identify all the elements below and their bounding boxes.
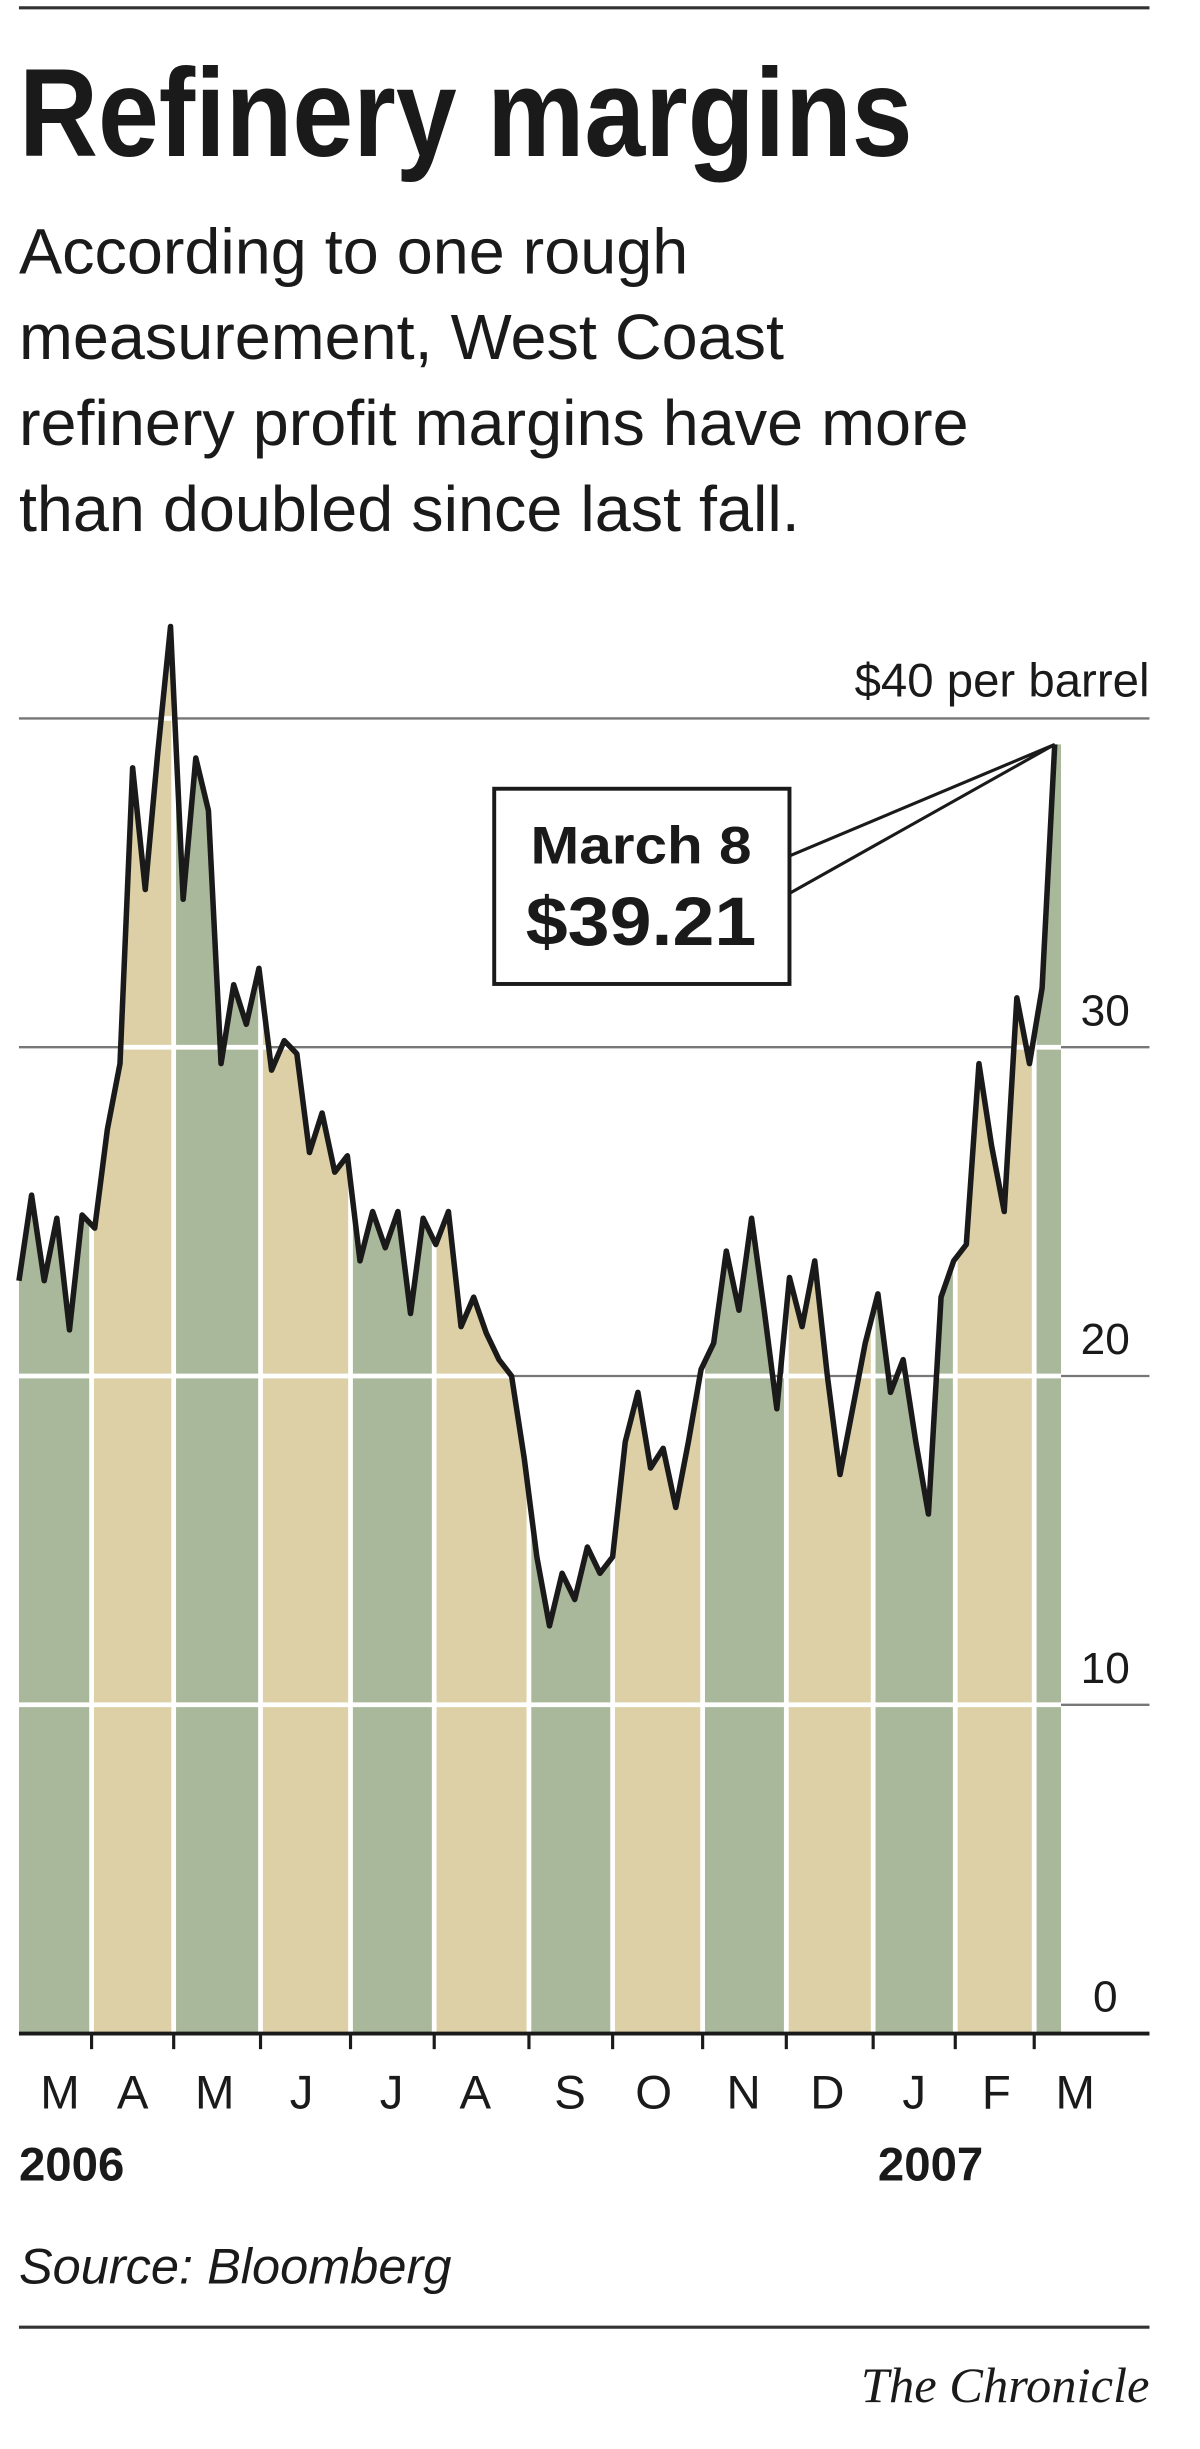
year-label: 2007 <box>878 2138 983 2191</box>
credit: The Chronicle <box>861 2357 1150 2413</box>
source: Source: Bloomberg <box>19 2239 452 2295</box>
subtitle: According to one rough measurement, West … <box>19 216 969 545</box>
month-band <box>260 626 351 2034</box>
annotation-value: $39.21 <box>526 882 757 960</box>
month-band <box>434 626 529 2034</box>
subtitle-line: According to one rough <box>19 216 688 288</box>
y-tick-label: 10 <box>1081 1644 1130 1693</box>
x-tick-label: J <box>380 2066 404 2119</box>
subtitle-line: than doubled since last fall. <box>19 473 800 545</box>
month-band <box>350 626 435 2034</box>
y-tick-label: 30 <box>1081 987 1130 1036</box>
x-tick-label: M <box>195 2066 234 2119</box>
x-tick-label: M <box>40 2066 79 2119</box>
callout <box>788 742 1056 895</box>
month-band <box>612 626 703 2034</box>
subtitle-line: measurement, West Coast <box>19 302 784 374</box>
x-tick-label: A <box>459 2066 491 2119</box>
x-tick-label: F <box>982 2066 1011 2119</box>
x-tick-label: S <box>554 2066 586 2119</box>
annotation-date: March 8 <box>531 817 752 876</box>
y-tick-label: 0 <box>1093 1973 1118 2022</box>
x-tick-label: A <box>117 2066 149 2119</box>
grid: 0 10 20 30 $40 per barrel <box>18 654 1150 2036</box>
x-tick-label: O <box>635 2066 672 2119</box>
x-tick-label: J <box>290 2066 314 2119</box>
x-tick-label: N <box>727 2066 761 2119</box>
chart-title: Refinery margins <box>19 43 913 183</box>
month-band <box>873 626 956 2034</box>
month-band <box>91 626 174 2034</box>
line <box>16 623 1058 1629</box>
x-tick-label: D <box>810 2066 844 2119</box>
y-tick-label: 20 <box>1081 1315 1130 1364</box>
y-tick-label: $40 per barrel <box>855 654 1150 707</box>
year-label: 2006 <box>19 2138 124 2191</box>
x-tick-label: J <box>902 2066 926 2119</box>
month-band <box>173 626 261 2034</box>
month-band <box>18 626 92 2034</box>
month-band <box>955 626 1035 2034</box>
month-band <box>786 626 874 2034</box>
subtitle-line: refinery profit margins have more <box>19 387 969 459</box>
month-band <box>528 626 613 2034</box>
annotation-box <box>492 786 792 986</box>
x-tick-label: M <box>1056 2066 1095 2119</box>
